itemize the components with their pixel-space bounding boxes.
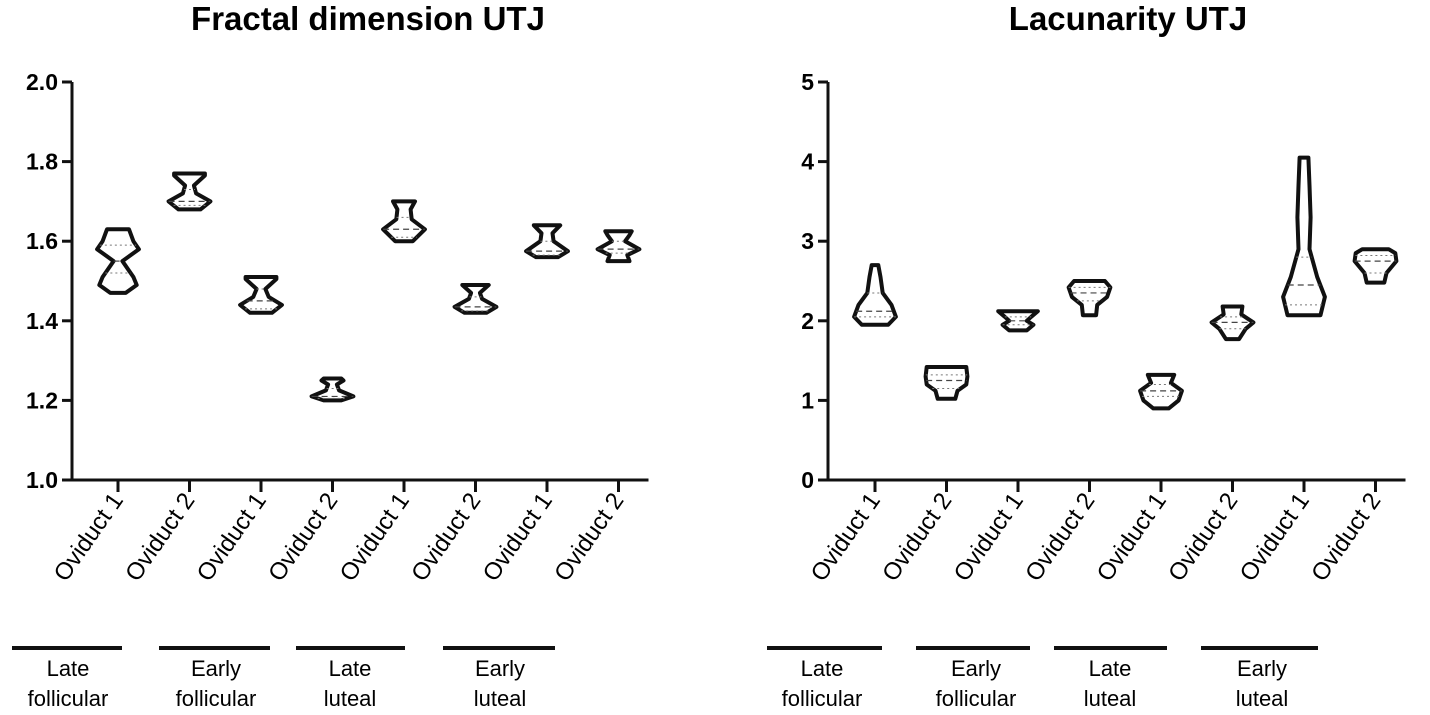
x-tick-label: Oviduct 2 [1163, 488, 1243, 587]
violin-mark [1352, 247, 1399, 285]
group-label: Early [191, 656, 241, 681]
group-label: luteal [1084, 686, 1137, 711]
violin-mark [238, 275, 284, 315]
x-tick-label: Oviduct 1 [335, 488, 415, 587]
group-label: luteal [474, 686, 527, 711]
violin-mark [309, 376, 356, 403]
violin-mark [996, 309, 1040, 333]
group-label: Late [1089, 656, 1132, 681]
x-tick-label: Oviduct 1 [806, 488, 886, 587]
violin-mark [1138, 372, 1184, 411]
y-tick-label: 2.0 [26, 69, 58, 95]
group-label: Late [801, 656, 844, 681]
group-label: Late [329, 656, 372, 681]
violin-mark [852, 263, 898, 327]
x-tick-label: Oviduct 2 [1306, 488, 1386, 587]
group-label: follicular [782, 686, 863, 711]
chart-title-lacunarity: Lacunarity UTJ [1009, 0, 1247, 37]
y-tick-label: 1.6 [26, 228, 58, 254]
violin-mark [595, 229, 642, 264]
group-label: Early [1237, 656, 1287, 681]
chart-title-fractal: Fractal dimension UTJ [191, 0, 545, 37]
y-tick-label: 5 [801, 69, 814, 95]
x-tick-label: Oviduct 2 [1020, 488, 1100, 587]
group-label: Late [47, 656, 90, 681]
violin-mark [381, 199, 427, 244]
x-tick-label: Oviduct 2 [877, 488, 957, 587]
group-label: luteal [1236, 686, 1289, 711]
group-label: follicular [28, 686, 109, 711]
x-tick-label: Oviduct 1 [478, 488, 558, 587]
violin-mark [452, 283, 499, 315]
y-tick-label: 4 [801, 149, 814, 175]
x-tick-label: Oviduct 1 [192, 488, 272, 587]
x-tick-label: Oviduct 2 [120, 488, 200, 587]
y-tick-label: 1 [801, 387, 814, 413]
y-tick-label: 3 [801, 228, 814, 254]
x-tick-label: Oviduct 2 [549, 488, 629, 587]
y-tick-label: 1.8 [26, 149, 58, 175]
y-tick-label: 1.2 [26, 387, 58, 413]
violin-mark [166, 171, 213, 212]
group-label: Early [951, 656, 1001, 681]
y-tick-label: 1.0 [26, 467, 58, 493]
group-label: Early [475, 656, 525, 681]
x-tick-label: Oviduct 1 [49, 488, 129, 587]
x-tick-label: Oviduct 1 [1235, 488, 1315, 587]
y-tick-label: 2 [801, 308, 814, 334]
violin-mark [1281, 155, 1327, 318]
x-tick-label: Oviduct 2 [406, 488, 486, 587]
group-label: follicular [176, 686, 257, 711]
group-label: luteal [324, 686, 377, 711]
x-tick-label: Oviduct 2 [263, 488, 343, 587]
x-tick-label: Oviduct 1 [949, 488, 1029, 587]
violin-mark [1066, 279, 1113, 318]
x-tick-label: Oviduct 1 [1092, 488, 1172, 587]
y-tick-label: 1.4 [26, 308, 58, 334]
violin-mark [923, 365, 970, 401]
group-label: follicular [936, 686, 1017, 711]
y-tick-label: 0 [801, 467, 814, 493]
